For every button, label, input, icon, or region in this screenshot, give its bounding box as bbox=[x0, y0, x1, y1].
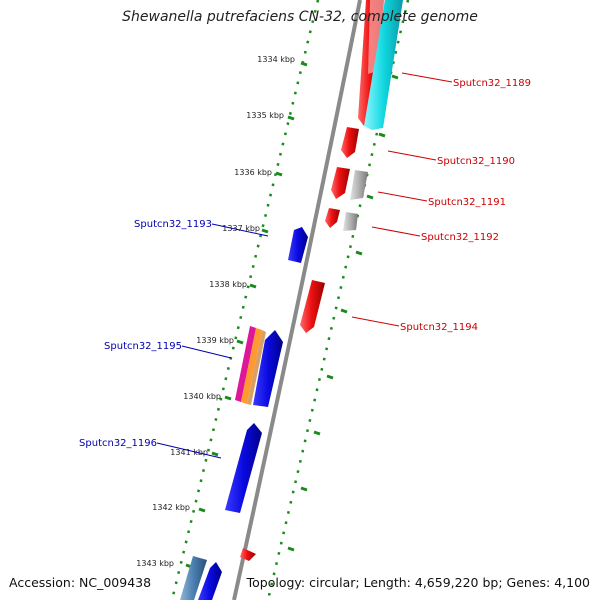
gene-arrow-1192-grey bbox=[343, 212, 358, 231]
gene-label-1190: Sputcn32_1190 bbox=[437, 156, 515, 167]
tick-label-1336: 1336 kbp bbox=[234, 168, 272, 177]
leader-lines-reverse bbox=[156, 223, 269, 459]
gene-label-1194: Sputcn32_1194 bbox=[400, 322, 478, 333]
topology-text: Topology: circular; Length: 4,659,220 bp… bbox=[246, 575, 590, 590]
tick-label-1341: 1341 kbp bbox=[170, 448, 208, 457]
tick-label-1343: 1343 kbp bbox=[136, 559, 174, 568]
gene-arrow-small-red bbox=[240, 548, 256, 561]
gene-arrow-1195-magenta bbox=[235, 326, 256, 402]
outer-tick-marks bbox=[287, 74, 399, 552]
genome-backbone bbox=[232, 0, 362, 600]
tick-label-1339: 1339 kbp bbox=[196, 336, 234, 345]
gene-label-1193: Sputcn32_1193 bbox=[134, 219, 212, 230]
gene-arrow-1195-orange bbox=[241, 328, 262, 404]
gene-arrow-1195-tan bbox=[247, 330, 266, 405]
gene-arrow-bottom-blue bbox=[198, 562, 222, 600]
tick-label-1337: 1337 kbp bbox=[222, 224, 260, 233]
gene-arrow-1196 bbox=[225, 423, 262, 513]
gene-arrow-1193 bbox=[288, 227, 308, 263]
leader-lines-forward bbox=[351, 72, 453, 327]
tick-label-1335: 1335 kbp bbox=[246, 111, 284, 120]
gene-label-1189: Sputcn32_1189 bbox=[453, 78, 531, 89]
tick-marks bbox=[185, 61, 308, 569]
tick-label-1334: 1334 kbp bbox=[257, 55, 295, 64]
gene-label-1196: Sputcn32_1196 bbox=[79, 438, 157, 449]
tick-label-1340: 1340 kbp bbox=[183, 392, 221, 401]
gene-arrow-1191 bbox=[331, 167, 350, 199]
gene-arrow-1192 bbox=[325, 208, 340, 228]
gene-arrow-steel bbox=[180, 556, 207, 600]
gc-track-inner bbox=[170, 0, 320, 600]
gene-label-1192: Sputcn32_1192 bbox=[421, 232, 499, 243]
tick-label-1338: 1338 kbp bbox=[209, 280, 247, 289]
accession-text: Accession: NC_009438 bbox=[9, 575, 152, 590]
gene-arrow-1189-cyan bbox=[364, 0, 403, 130]
gene-label-1195: Sputcn32_1195 bbox=[104, 341, 182, 352]
gene-arrow-1194 bbox=[300, 280, 325, 333]
gene-arrow-1190 bbox=[341, 127, 359, 158]
tick-label-1342: 1342 kbp bbox=[152, 503, 190, 512]
gene-label-1191: Sputcn32_1191 bbox=[428, 197, 506, 208]
gene-arrow-1195-blue bbox=[253, 330, 283, 407]
gene-arrow-1191-grey bbox=[350, 170, 368, 200]
map-title: Shewanella putrefaciens CN-32, complete … bbox=[122, 9, 478, 25]
